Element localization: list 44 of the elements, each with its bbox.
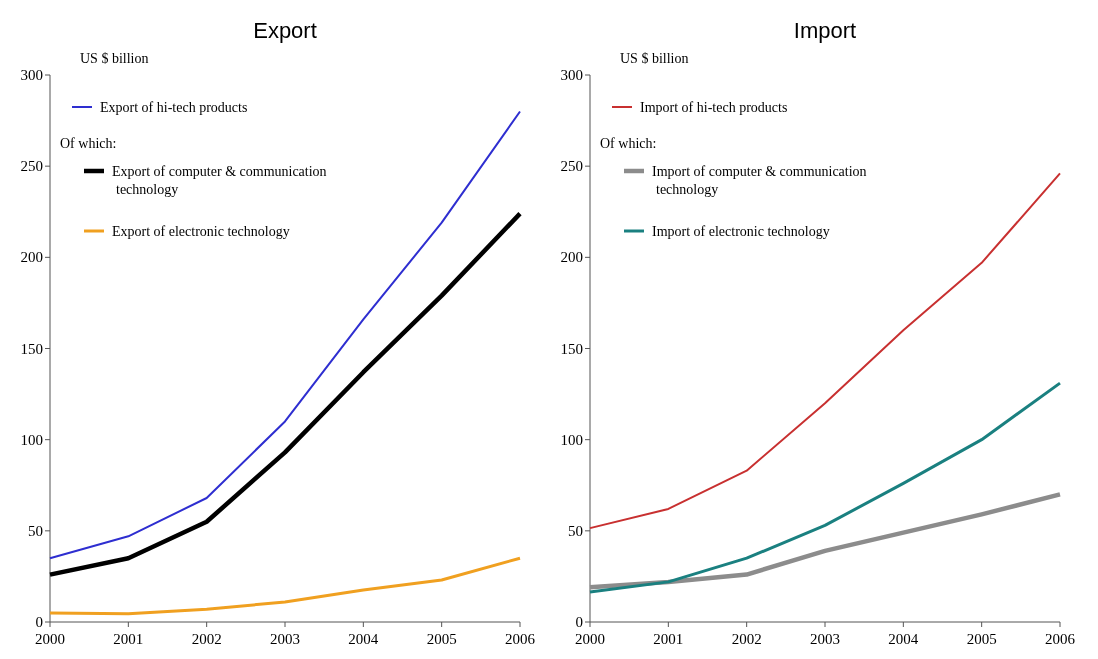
- x-tick-label: 2006: [505, 631, 536, 647]
- legend-label: Export of computer & communication technology: [112, 164, 327, 197]
- y-tick-label: 50: [28, 522, 43, 539]
- legend-label: Import of electronic technology: [652, 224, 830, 239]
- x-tick-label: 2002: [731, 631, 762, 647]
- y-tick-label: 150: [20, 340, 43, 357]
- y-tick-label: 300: [560, 67, 583, 83]
- y-tick-label: 100: [20, 431, 43, 448]
- line-series: [48, 556, 522, 616]
- line-series: [587, 492, 1063, 590]
- line-series: [47, 211, 523, 577]
- y-tick-label: 250: [20, 158, 43, 175]
- legend-label: Export of electronic technology: [112, 224, 290, 239]
- x-tick-label: 2005: [966, 631, 997, 647]
- y-tick-label: 200: [560, 249, 583, 266]
- x-tick-label: 2004: [888, 631, 919, 647]
- y-tick-label: 100: [560, 431, 583, 448]
- y-tick-label: 250: [560, 158, 583, 175]
- legend-label: Import of hi-tech products: [640, 100, 788, 115]
- y-axis-title: US $ billion: [620, 51, 689, 66]
- x-tick-label: 2003: [270, 631, 300, 647]
- x-tick-label: 2002: [191, 631, 222, 647]
- chart-title: Import: [793, 18, 857, 43]
- y-tick-label: 150: [560, 340, 583, 357]
- legend-label: Export of hi-tech products: [100, 100, 248, 115]
- x-tick-label: 2005: [426, 631, 457, 647]
- y-axis-title: US $ billion: [80, 51, 149, 66]
- y-tick-label: 300: [20, 67, 43, 83]
- annotation: Of which:: [60, 136, 117, 151]
- x-tick-label: 2000: [35, 631, 65, 647]
- chart-title: Export: [253, 18, 317, 43]
- y-tick-label: 0: [35, 614, 43, 630]
- x-tick-label: 2001: [113, 631, 144, 647]
- annotation: Of which:: [600, 136, 657, 151]
- y-tick-label: 200: [20, 249, 43, 266]
- line-series: [588, 381, 1062, 594]
- x-tick-label: 2000: [575, 631, 605, 647]
- x-tick-label: 2001: [653, 631, 684, 647]
- x-tick-label: 2004: [348, 631, 379, 647]
- legend-label: Import of computer & communication technology: [652, 164, 867, 197]
- x-tick-label: 2003: [810, 631, 840, 647]
- y-tick-label: 50: [568, 522, 583, 539]
- x-tick-label: 2006: [1045, 631, 1076, 647]
- y-tick-label: 0: [575, 614, 583, 630]
